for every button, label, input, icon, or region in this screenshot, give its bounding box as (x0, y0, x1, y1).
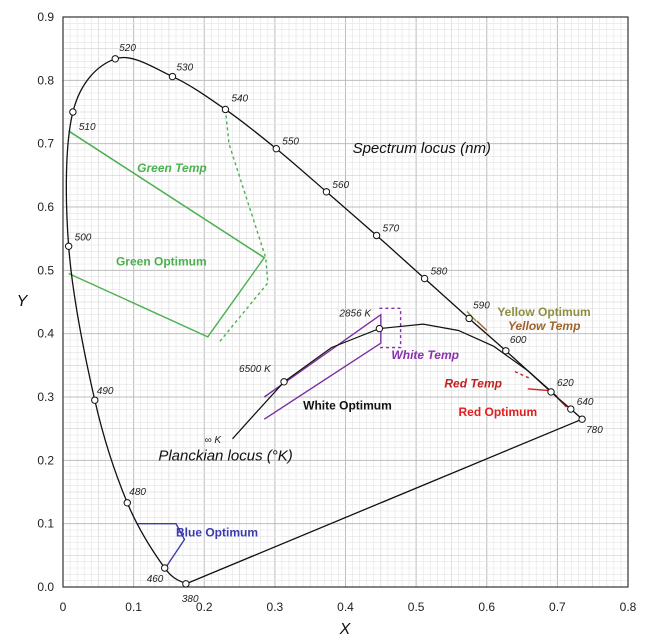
planckian-point (375, 324, 384, 333)
wavelength-label: 600 (510, 335, 527, 346)
y-axis-label: Y (17, 293, 29, 310)
x-tick-label: 0.8 (620, 600, 637, 614)
x-axis-label: X (339, 621, 352, 638)
region-outline (68, 130, 266, 338)
x-tick-label: 0.3 (267, 600, 284, 614)
wavelength-label: 560 (332, 180, 349, 191)
spectrum-locus-group: 380 460 480 490 500 510 520 530 540 550 560 570 580 5… (64, 43, 603, 605)
wavelength-label: 550 (282, 137, 299, 148)
region-label: Red Optimum (459, 405, 538, 419)
chart-annotation: Spectrum locus (nm) (353, 140, 491, 157)
y-tick-label: 0.3 (37, 390, 54, 404)
x-tick-label: 0.4 (337, 600, 354, 614)
spectrum-point (420, 274, 429, 283)
planckian-locus-group: ∞ K 6500 K 2856 K (205, 309, 558, 446)
spectrum-point (221, 105, 230, 114)
spectrum-point (547, 388, 555, 396)
y-tick-label: 0.2 (37, 453, 54, 467)
x-tick-label: 0.1 (125, 600, 142, 614)
region-label: White Optimum (303, 399, 392, 413)
spectrum-point (182, 580, 190, 588)
spectrum-point (123, 499, 131, 507)
region-outline (476, 320, 488, 332)
spectrum-point (502, 347, 510, 355)
region-label: Yellow Optimum (497, 305, 590, 319)
wavelength-label: 510 (79, 122, 96, 133)
region-label: Blue Optimum (176, 525, 258, 539)
planckian-label: 2856 K (338, 309, 372, 320)
wavelength-label: 460 (147, 574, 164, 585)
spectrum-point (578, 415, 586, 423)
spectrum-point (168, 72, 177, 81)
x-tick-label: 0.5 (408, 600, 425, 614)
planckian-label: 6500 K (239, 364, 272, 375)
wavelength-label: 620 (557, 378, 574, 389)
wavelength-label: 480 (129, 487, 146, 498)
y-tick-label: 0.5 (37, 263, 54, 277)
wavelength-label: 500 (75, 232, 92, 243)
wavelength-label: 540 (231, 93, 248, 104)
y-tick-label: 0.1 (37, 517, 54, 531)
region-label: Green Optimum (116, 254, 207, 268)
x-tick-label: 0 (60, 600, 67, 614)
grid (62, 16, 629, 588)
spectrum-point (69, 108, 77, 116)
spectrum-point (272, 145, 280, 153)
y-tick-label: 0.8 (37, 73, 54, 87)
x-tick-label: 0.6 (478, 600, 495, 614)
y-tick-label: 0.7 (37, 137, 54, 151)
spectrum-point (64, 242, 73, 250)
wavelength-label: 530 (176, 63, 193, 74)
planckian-point (280, 378, 288, 386)
wavelength-label: 590 (473, 300, 490, 311)
region-outline (136, 522, 186, 569)
wavelength-label: 640 (577, 397, 594, 408)
wavelength-label: 380 (182, 594, 199, 605)
y-tick-label: 0.0 (37, 580, 54, 594)
y-tick-label: 0.4 (37, 327, 54, 341)
planckian-label: ∞ K (205, 435, 223, 446)
wavelength-label: 490 (97, 386, 114, 397)
region-label: Green Temp (137, 161, 207, 175)
x-tick-label: 0.2 (196, 600, 213, 614)
spectrum-point (91, 396, 99, 404)
plot-frame (62, 16, 629, 588)
x-tick-label: 0.7 (549, 600, 566, 614)
spectrum-point (567, 405, 575, 413)
region-label: Red Temp (444, 377, 502, 391)
region-labels: Green Temp Green Optimum White Optimum Whit… (116, 140, 591, 539)
region-outline (514, 371, 530, 379)
region-outline (217, 109, 269, 344)
wavelength-label: 780 (586, 425, 603, 436)
spectrum-point (465, 314, 473, 323)
chart-annotation: Planckian locus (°K) (158, 447, 292, 464)
region-label: White Temp (391, 348, 459, 362)
wavelength-label: 520 (119, 43, 136, 54)
spectrum-point (111, 55, 119, 63)
region-label: Yellow Temp (508, 319, 580, 333)
wavelength-label: 570 (383, 224, 400, 235)
spectrum-point (372, 231, 381, 240)
y-tick-label: 0.6 (37, 200, 54, 214)
axis-ticks: 0 0.1 0.2 0.3 0.4 0.5 0.6 0.7 0.8 0.0 0.1 0.2 0.3 0.4… (37, 10, 636, 614)
y-tick-label: 0.9 (37, 10, 54, 24)
planckian-locus-line (232, 323, 558, 440)
spectrum-point (161, 564, 169, 572)
spectrum-point (322, 188, 331, 196)
wavelength-label: 580 (431, 267, 448, 278)
